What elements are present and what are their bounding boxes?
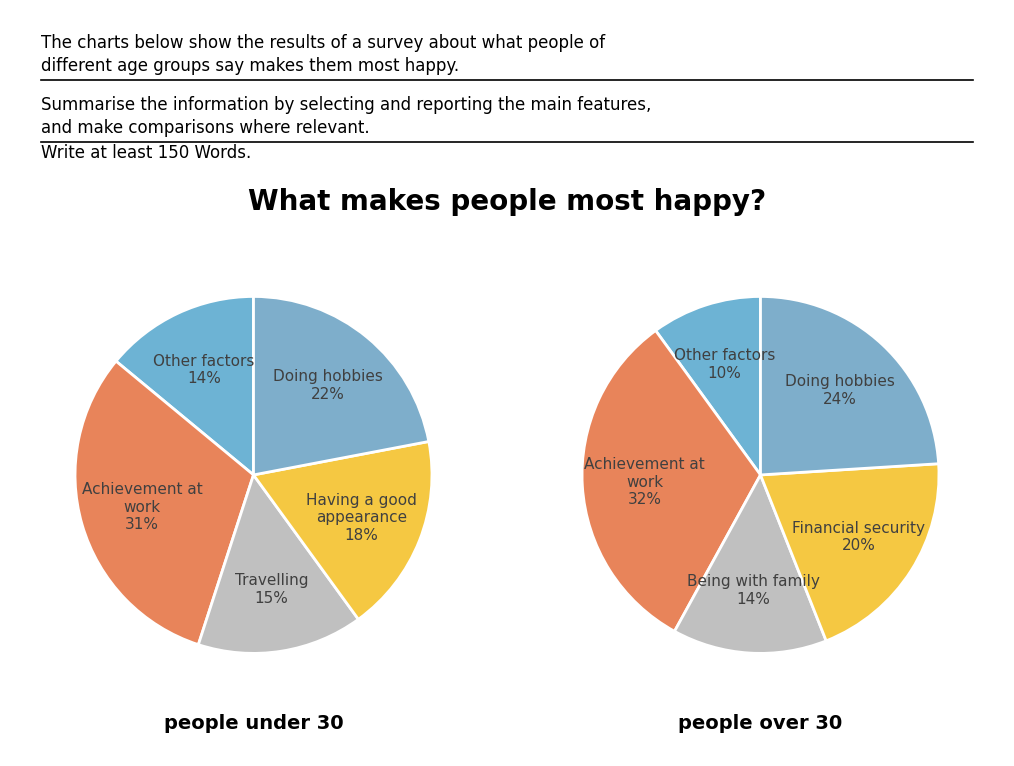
Wedge shape: [254, 296, 429, 475]
Text: Write at least 150 Words.: Write at least 150 Words.: [41, 144, 250, 162]
Text: The charts below show the results of a survey about what people of: The charts below show the results of a s…: [41, 34, 604, 52]
Text: Achievement at
work
31%: Achievement at work 31%: [82, 483, 203, 532]
Text: Doing hobbies
22%: Doing hobbies 22%: [273, 369, 382, 401]
Wedge shape: [760, 296, 939, 475]
Wedge shape: [75, 361, 254, 645]
Wedge shape: [760, 463, 939, 641]
Text: Other factors
10%: Other factors 10%: [674, 349, 776, 381]
Text: Doing hobbies
24%: Doing hobbies 24%: [785, 374, 894, 407]
Wedge shape: [254, 441, 432, 619]
Text: Having a good
appearance
18%: Having a good appearance 18%: [306, 493, 417, 542]
Text: What makes people most happy?: What makes people most happy?: [248, 188, 766, 216]
Text: different age groups say makes them most happy.: different age groups say makes them most…: [41, 57, 458, 75]
Text: Other factors
14%: Other factors 14%: [153, 354, 255, 386]
Text: and make comparisons where relevant.: and make comparisons where relevant.: [41, 119, 369, 136]
Text: Travelling
15%: Travelling 15%: [235, 573, 308, 606]
Text: people over 30: people over 30: [678, 715, 843, 733]
Text: Financial security
20%: Financial security 20%: [792, 521, 925, 553]
Wedge shape: [656, 296, 760, 475]
Wedge shape: [199, 475, 358, 653]
Text: Achievement at
work
32%: Achievement at work 32%: [584, 457, 705, 507]
Text: people under 30: people under 30: [163, 715, 344, 733]
Text: Summarise the information by selecting and reporting the main features,: Summarise the information by selecting a…: [41, 96, 651, 113]
Wedge shape: [674, 475, 826, 653]
Wedge shape: [582, 331, 760, 631]
Wedge shape: [116, 296, 254, 475]
Text: Being with family
14%: Being with family 14%: [686, 574, 819, 607]
